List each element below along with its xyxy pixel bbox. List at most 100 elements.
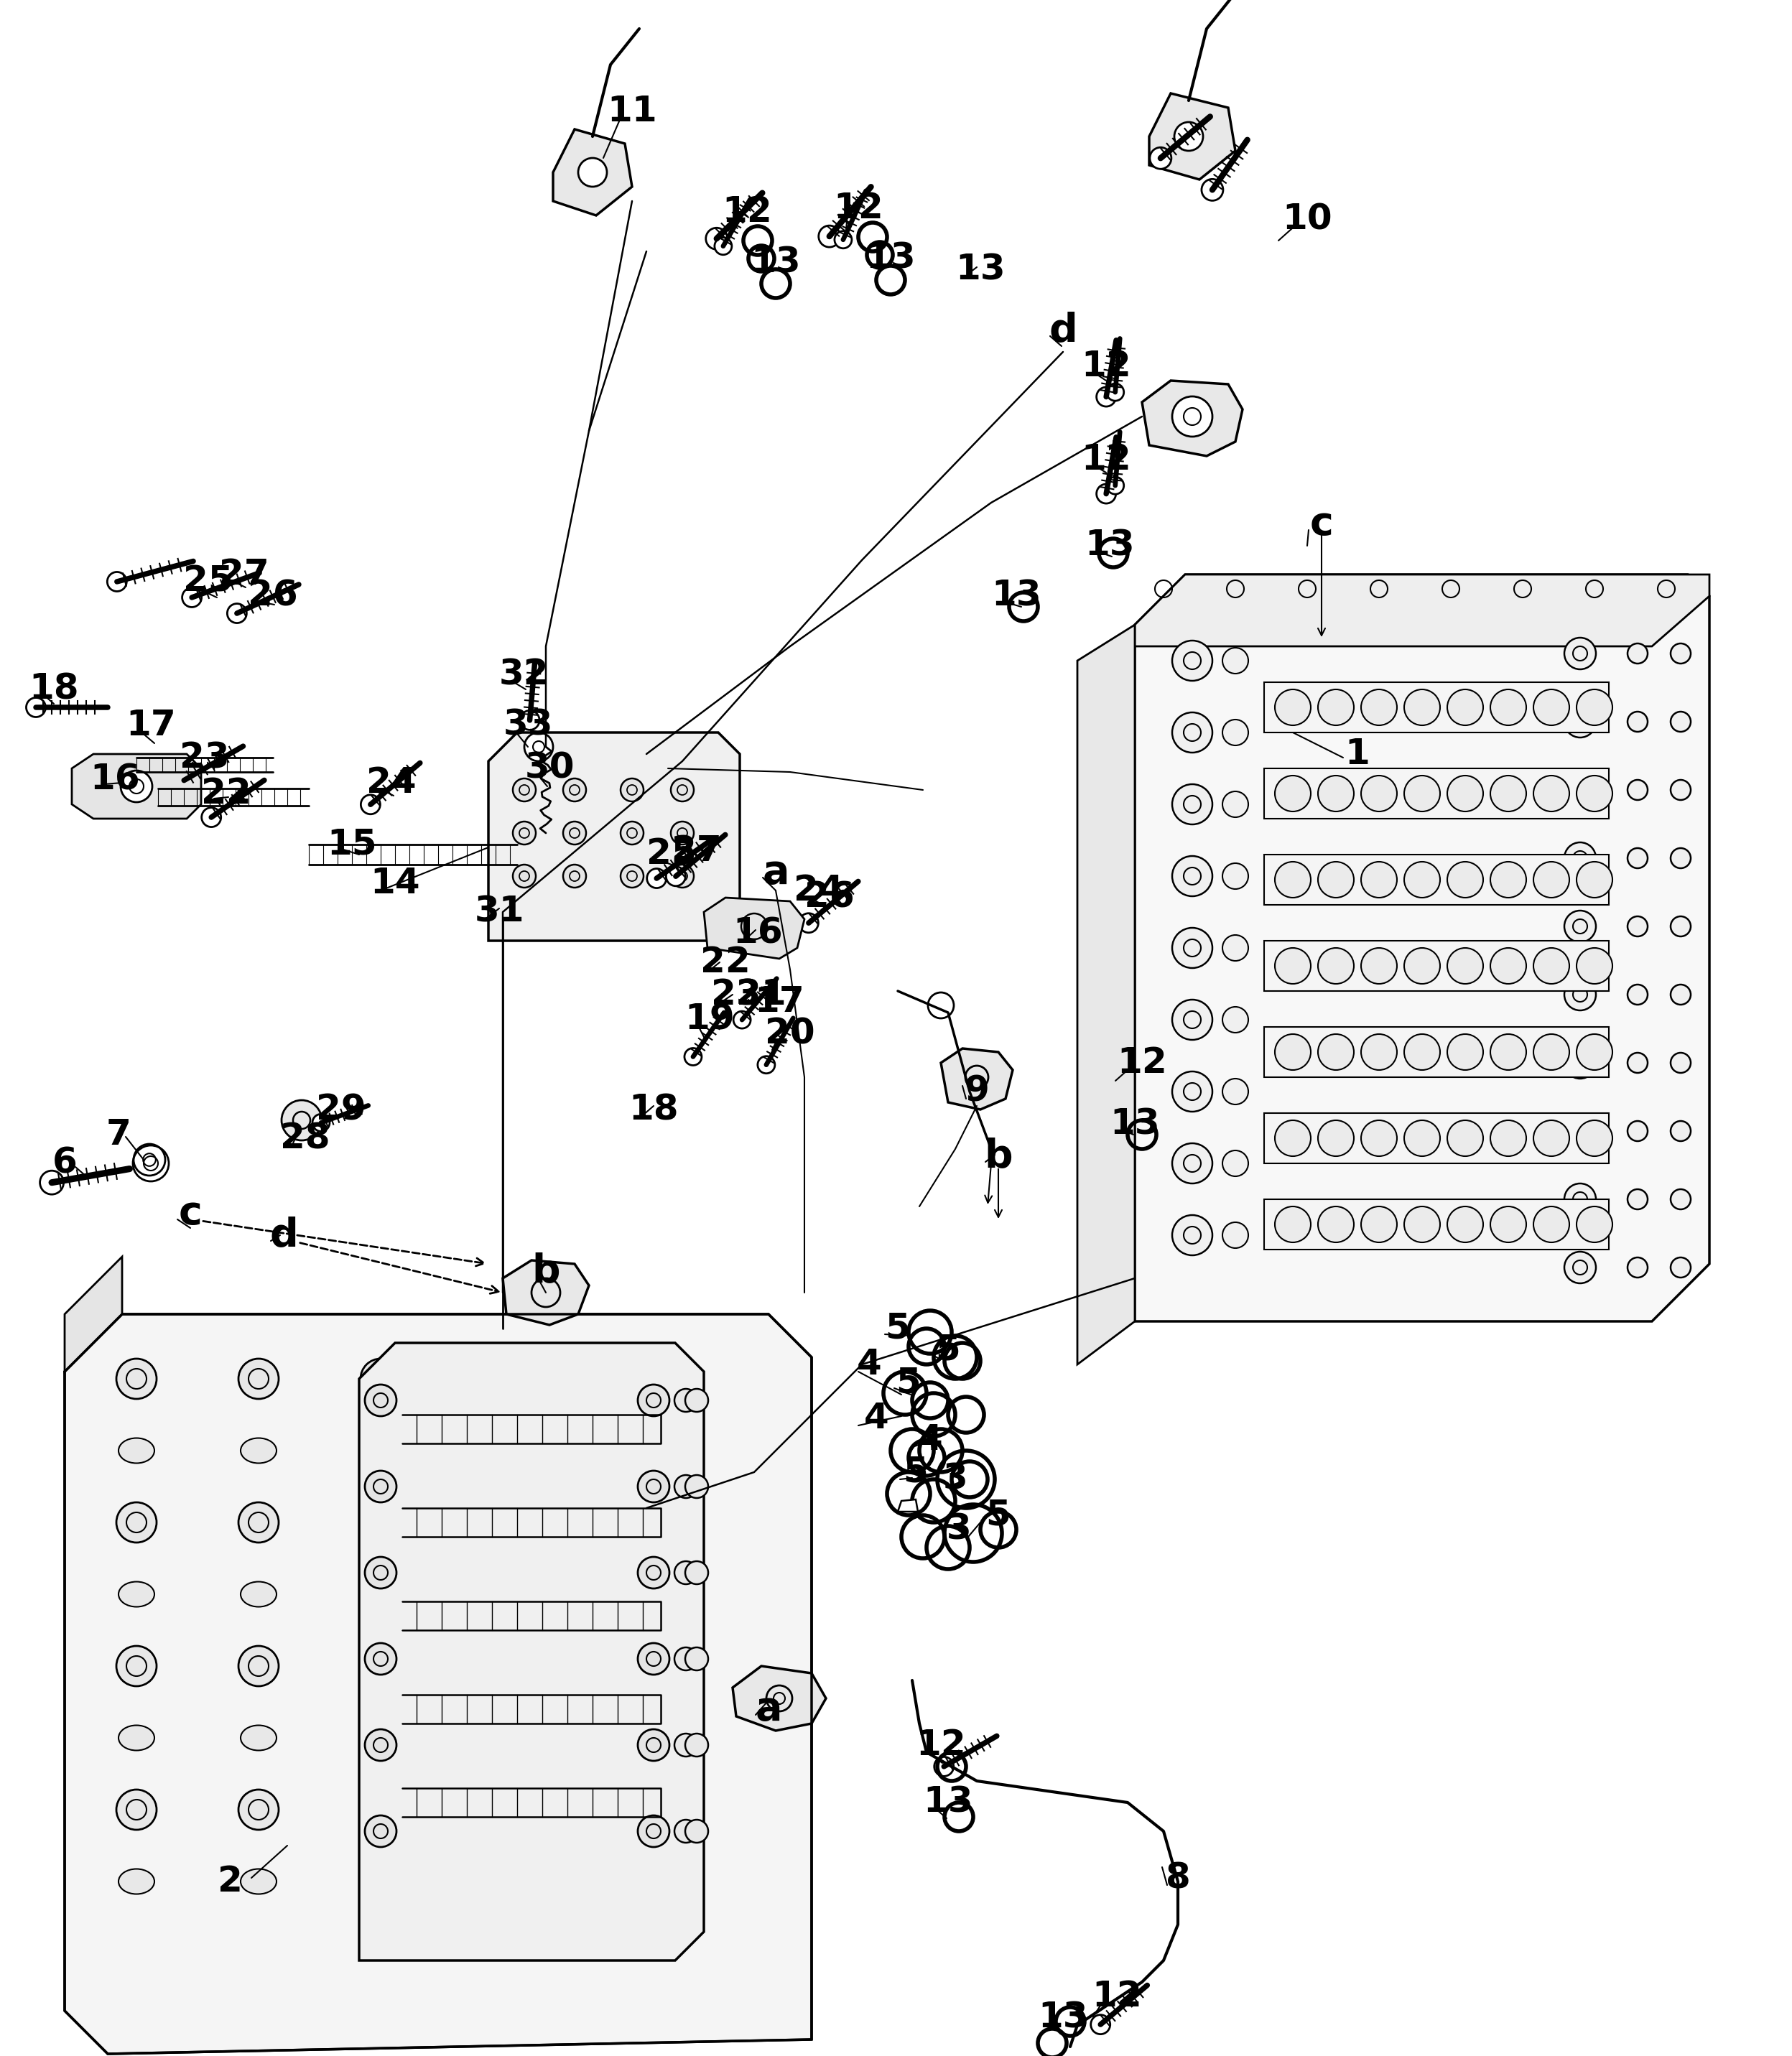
- Polygon shape: [941, 1049, 1012, 1110]
- Circle shape: [1577, 689, 1613, 726]
- Text: 25: 25: [647, 837, 697, 872]
- Bar: [1263, 1112, 1609, 1164]
- Ellipse shape: [486, 1437, 521, 1464]
- Circle shape: [1534, 1207, 1570, 1242]
- Circle shape: [1670, 1188, 1690, 1209]
- Text: 21: 21: [737, 977, 787, 1012]
- Circle shape: [482, 1503, 523, 1542]
- Circle shape: [116, 1789, 156, 1830]
- Circle shape: [1448, 689, 1484, 726]
- Circle shape: [604, 1647, 645, 1686]
- Text: 19: 19: [685, 1003, 735, 1036]
- Circle shape: [513, 822, 536, 845]
- Circle shape: [482, 1647, 523, 1686]
- Circle shape: [366, 1470, 396, 1503]
- Circle shape: [366, 1729, 396, 1760]
- Circle shape: [1564, 705, 1597, 738]
- Circle shape: [1577, 775, 1613, 812]
- Text: 12: 12: [1116, 1047, 1167, 1079]
- Circle shape: [604, 1359, 645, 1398]
- Ellipse shape: [240, 1869, 276, 1894]
- Circle shape: [1274, 948, 1310, 985]
- Circle shape: [120, 771, 152, 802]
- Circle shape: [238, 1503, 280, 1542]
- Ellipse shape: [118, 1581, 154, 1608]
- Circle shape: [604, 1789, 645, 1830]
- Circle shape: [733, 1012, 751, 1028]
- Circle shape: [563, 866, 586, 888]
- Text: 26: 26: [247, 580, 297, 613]
- Circle shape: [1670, 985, 1690, 1005]
- Circle shape: [1491, 948, 1527, 985]
- Circle shape: [27, 697, 45, 718]
- Circle shape: [1670, 1121, 1690, 1141]
- Circle shape: [281, 1100, 323, 1141]
- Circle shape: [620, 866, 643, 888]
- Circle shape: [116, 1647, 156, 1686]
- Circle shape: [685, 1390, 708, 1412]
- Circle shape: [1627, 1258, 1647, 1277]
- Circle shape: [674, 1390, 697, 1412]
- Text: 5: 5: [885, 1312, 910, 1347]
- Circle shape: [183, 588, 201, 607]
- Text: d: d: [1048, 310, 1077, 350]
- Circle shape: [674, 1820, 697, 1842]
- Circle shape: [670, 822, 694, 845]
- Circle shape: [1627, 779, 1647, 800]
- Text: 13: 13: [1038, 2000, 1088, 2035]
- Circle shape: [1172, 397, 1213, 436]
- Ellipse shape: [362, 1725, 398, 1750]
- Polygon shape: [704, 898, 805, 958]
- Circle shape: [1627, 1188, 1647, 1209]
- Ellipse shape: [240, 1725, 276, 1750]
- Circle shape: [1448, 1207, 1484, 1242]
- Text: 22: 22: [701, 946, 751, 979]
- Circle shape: [312, 1114, 330, 1131]
- Text: 8: 8: [1165, 1861, 1190, 1896]
- Polygon shape: [358, 1343, 704, 1961]
- Circle shape: [1577, 861, 1613, 898]
- Circle shape: [674, 1733, 697, 1756]
- Text: 25: 25: [183, 565, 233, 598]
- Circle shape: [1448, 861, 1484, 898]
- Circle shape: [1274, 775, 1310, 812]
- Circle shape: [563, 779, 586, 802]
- Text: 13: 13: [923, 1785, 973, 1820]
- Circle shape: [1222, 648, 1249, 674]
- Ellipse shape: [607, 1581, 643, 1608]
- Circle shape: [1362, 775, 1398, 812]
- Circle shape: [674, 1561, 697, 1585]
- Circle shape: [1534, 1034, 1570, 1069]
- Text: 4: 4: [857, 1347, 882, 1382]
- Bar: [1263, 942, 1609, 991]
- Text: c: c: [1310, 506, 1333, 543]
- Text: 15: 15: [326, 827, 376, 861]
- Circle shape: [1448, 775, 1484, 812]
- Polygon shape: [554, 130, 633, 216]
- Circle shape: [1405, 948, 1441, 985]
- Circle shape: [360, 1647, 401, 1686]
- Circle shape: [1172, 711, 1213, 752]
- Circle shape: [1670, 1258, 1690, 1277]
- Circle shape: [1222, 864, 1249, 888]
- Circle shape: [563, 822, 586, 845]
- Text: 23: 23: [711, 977, 762, 1012]
- Circle shape: [1317, 1121, 1355, 1155]
- Polygon shape: [72, 755, 201, 818]
- Polygon shape: [898, 1499, 918, 1511]
- Ellipse shape: [118, 1437, 154, 1464]
- Circle shape: [1564, 843, 1597, 874]
- Circle shape: [1222, 1007, 1249, 1032]
- Text: 5: 5: [935, 1332, 961, 1367]
- Text: 12: 12: [1081, 350, 1131, 384]
- Ellipse shape: [362, 1437, 398, 1464]
- Circle shape: [685, 1049, 702, 1065]
- Text: 13: 13: [991, 580, 1041, 613]
- Circle shape: [928, 993, 953, 1018]
- Text: 12: 12: [722, 195, 772, 228]
- Text: 31: 31: [475, 894, 525, 929]
- Circle shape: [1172, 641, 1213, 681]
- Text: 27: 27: [672, 835, 722, 868]
- Circle shape: [238, 1789, 280, 1830]
- Ellipse shape: [607, 1869, 643, 1894]
